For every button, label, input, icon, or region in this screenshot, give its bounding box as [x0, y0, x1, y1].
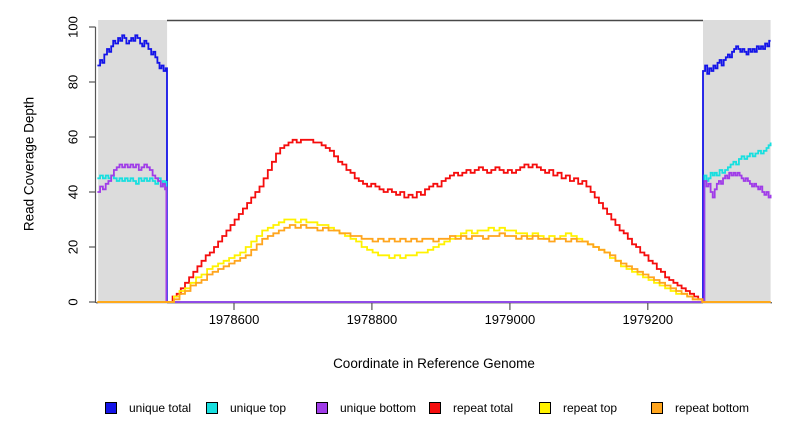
shaded-region-left — [98, 20, 168, 304]
y-tick-label: 40 — [65, 184, 81, 200]
legend-swatch-repeat-total — [429, 402, 441, 414]
legend-item-repeat-top: repeat top — [539, 401, 617, 415]
y-tick-label: 0 — [65, 298, 81, 306]
legend-label: repeat top — [563, 401, 618, 415]
x-tick-label: 1979200 — [622, 312, 674, 327]
legend-label: unique total — [129, 401, 192, 415]
x-tick-label: 1978600 — [208, 312, 260, 327]
legend-item-repeat-bottom: repeat bottom — [651, 401, 749, 415]
y-tick-label: 20 — [65, 239, 81, 255]
x-tick-label: 1979000 — [484, 312, 536, 327]
series-line-unique-total — [97, 34, 771, 303]
legend-label: unique top — [230, 401, 287, 415]
legend-item-unique-bottom: unique bottom — [316, 401, 416, 415]
series-line-repeat-total — [97, 138, 771, 303]
x-tick-label: 1978800 — [346, 312, 398, 327]
legend-label: repeat total — [453, 401, 514, 415]
legend-item-repeat-total: repeat total — [429, 401, 513, 415]
series-line-unique-bottom — [97, 163, 772, 303]
legend-swatch-unique-bottom — [316, 402, 328, 414]
x-axis-title: Coordinate in Reference Genome — [333, 356, 535, 371]
y-tick-label: 60 — [65, 129, 81, 145]
y-tick-label: 100 — [65, 16, 81, 38]
series-line-repeat-bottom — [97, 224, 771, 303]
legend-swatch-repeat-bottom — [651, 402, 663, 414]
y-tick-label: 80 — [65, 74, 81, 90]
series-line-repeat-top — [97, 218, 771, 303]
legend-item-unique-total: unique total — [105, 401, 191, 415]
legend-label: repeat bottom — [675, 401, 750, 415]
legend-swatch-repeat-top — [539, 402, 551, 414]
legend-label: unique bottom — [340, 401, 417, 415]
legend-swatch-unique-total — [105, 402, 117, 414]
legend: unique total unique top unique bottom re… — [0, 401, 792, 421]
legend-item-unique-top: unique top — [206, 401, 286, 415]
y-axis-title: Read Coverage Depth — [21, 96, 37, 232]
legend-swatch-unique-top — [206, 402, 218, 414]
